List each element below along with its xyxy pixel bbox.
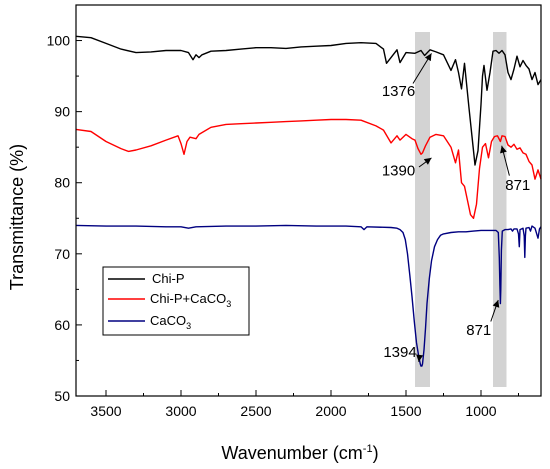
y-axis-title: Transmittance (%) bbox=[7, 144, 27, 290]
x-axis-title-sup: -1 bbox=[363, 443, 373, 455]
highlight-bands bbox=[415, 32, 507, 387]
x-tick-label-3000: 3000 bbox=[165, 403, 196, 419]
legend-label-chi-p-caco3: Chi-P+CaCO3 bbox=[150, 291, 231, 309]
x-tick-label-1000: 1000 bbox=[465, 403, 496, 419]
legend-label-caco3-sub: 3 bbox=[186, 321, 191, 331]
annotation-label-2: 871 bbox=[505, 177, 530, 194]
legend-label-chi-p-caco3-sub: 3 bbox=[226, 299, 231, 309]
highlight-band-0 bbox=[415, 32, 430, 387]
annotation-arrowhead-3 bbox=[416, 354, 424, 362]
annotation-label-0: 1376 bbox=[382, 83, 415, 100]
x-axis-title-main: Wavenumber (cm bbox=[221, 443, 362, 463]
annotation-arrowhead-4 bbox=[492, 300, 500, 308]
annotation-arrowhead-1 bbox=[423, 157, 432, 165]
series-line-chi-p-caco3 bbox=[75, 118, 542, 219]
annotation-label-3: 1394 bbox=[383, 344, 416, 361]
plot-frame bbox=[75, 4, 542, 397]
legend-label-caco3-base: CaCO bbox=[150, 313, 186, 328]
series-line-caco3 bbox=[75, 224, 542, 367]
x-tick-label-1500: 1500 bbox=[390, 403, 421, 419]
axes-layer: 3500 3000 2500 2000 1500 1000 50 60 70 80 90 100 bbox=[47, 4, 542, 419]
legend-label-chi-p: Chi-P bbox=[152, 271, 185, 286]
series-line-chi-p bbox=[75, 35, 542, 166]
legend: Chi-P Chi-P+CaCO3 CaCO3 bbox=[102, 266, 250, 336]
x-axis-title-end: ) bbox=[373, 443, 379, 463]
y-tick-label-100: 100 bbox=[47, 33, 71, 49]
legend-label-chi-p-caco3-base: Chi-P+CaCO bbox=[150, 291, 226, 306]
y-tick-label-90: 90 bbox=[54, 104, 70, 120]
x-tick-label-2000: 2000 bbox=[315, 403, 346, 419]
y-tick-label-50: 50 bbox=[54, 388, 70, 404]
annotation-label-1: 1390 bbox=[382, 163, 415, 180]
y-tick-label-80: 80 bbox=[54, 175, 70, 191]
legend-label-caco3: CaCO3 bbox=[150, 313, 191, 331]
x-axis-title: Wavenumber (cm-1) bbox=[221, 443, 378, 463]
annotation-arrowhead-0 bbox=[424, 53, 432, 62]
annotations: 1376 1390 871 1394 871 bbox=[382, 53, 530, 362]
x-tick-label-3500: 3500 bbox=[90, 403, 121, 419]
y-tick-label-60: 60 bbox=[54, 317, 70, 333]
annotation-arrowhead-2 bbox=[500, 145, 507, 154]
x-tick-label-2500: 2500 bbox=[240, 403, 271, 419]
annotation-label-4: 871 bbox=[466, 322, 491, 339]
series-layer bbox=[75, 35, 542, 367]
highlight-band-1 bbox=[493, 32, 507, 387]
y-tick-label-70: 70 bbox=[54, 246, 70, 262]
